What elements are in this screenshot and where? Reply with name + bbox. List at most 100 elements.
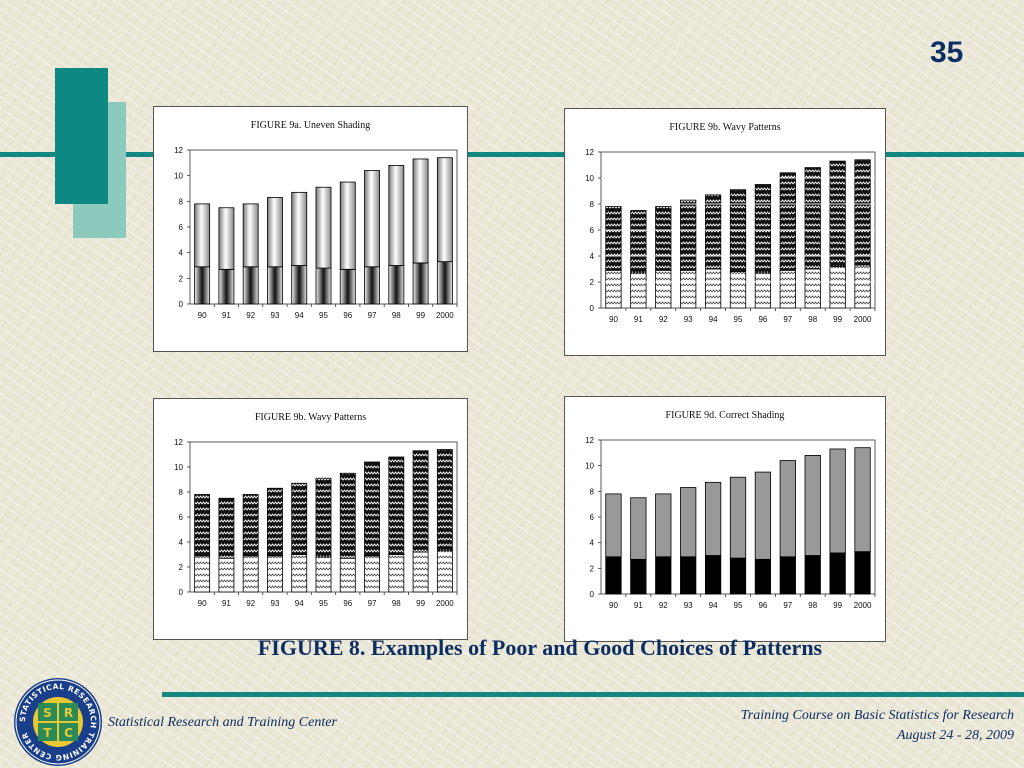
- bar-segment-base: [729, 557, 747, 595]
- bar-segment-base: [630, 558, 647, 595]
- chart-title: FIGURE 9b. Wavy Patterns: [669, 122, 780, 133]
- x-tick-label: 93: [271, 311, 280, 320]
- bar-segment-top: [364, 170, 380, 268]
- bar-segment-top: [194, 494, 211, 557]
- bar-segment-top: [779, 172, 796, 271]
- x-tick-label: 2000: [854, 315, 872, 324]
- bar-segment-top: [291, 191, 308, 266]
- bar-segment-top: [315, 186, 332, 269]
- x-tick-label: 95: [319, 311, 328, 320]
- course-title: Training Course on Basic Statistics for …: [740, 708, 1014, 723]
- x-tick-label: 92: [246, 311, 255, 320]
- chart-panel-9b-bottom: FIGURE 9b. Wavy Patterns 0 2 4 6 8 10 12 90 91 92 9…: [153, 398, 468, 640]
- bar-segment-top: [829, 448, 846, 554]
- bar-segment-base: [630, 272, 647, 309]
- bar-segment-top: [605, 493, 622, 558]
- bar-segment-base: [194, 266, 211, 305]
- bar-segment-base: [655, 556, 672, 595]
- y-tick-label: 12: [585, 436, 594, 445]
- x-tick-label: 93: [271, 599, 280, 608]
- bar-segment-base: [364, 555, 380, 593]
- chart-panel-9d: FIGURE 9d. Correct Shading 0 2 4 6 8 10 12 90 91 9…: [564, 396, 886, 642]
- bar-segment-base: [704, 555, 722, 595]
- y-tick-label: 6: [179, 513, 184, 522]
- bar-segment-base: [754, 272, 772, 309]
- bar-segment-top: [315, 477, 332, 558]
- y-tick-label: 6: [179, 223, 184, 232]
- x-tick-label: 95: [734, 601, 743, 610]
- bar-segment-top: [854, 159, 871, 266]
- srtc-logo-seal: STATISTICAL RESEARCH TRAINING CENTER S R…: [14, 678, 102, 766]
- bar-segment-top: [630, 210, 647, 274]
- logo-letter-r: R: [64, 706, 73, 720]
- y-tick-label: 8: [590, 487, 595, 496]
- chart-panel-9b-top: FIGURE 9b. Wavy Patterns 0 2 4 6 8 10 12 90 91 92 9…: [564, 108, 886, 356]
- bar-segment-top: [605, 206, 622, 271]
- x-tick-label: 98: [392, 311, 401, 320]
- y-tick-label: 2: [179, 274, 184, 283]
- slide-number: 35: [930, 36, 964, 69]
- bar-segment-top: [267, 487, 283, 557]
- x-tick-label: 93: [684, 315, 693, 324]
- y-tick-label: 0: [179, 588, 184, 597]
- bar-segment-top: [267, 197, 283, 268]
- bar-segment-top: [242, 494, 259, 557]
- x-tick-label: 93: [684, 601, 693, 610]
- bottom-accent-line: [162, 692, 1024, 697]
- bar-segment-top: [242, 203, 259, 268]
- bar-segment-base: [804, 268, 821, 309]
- bar-segment-base: [339, 268, 356, 305]
- bar-segment-top: [804, 167, 821, 270]
- bar-segment-top: [655, 493, 672, 558]
- bar-segment-base: [436, 261, 453, 305]
- accent-square-dark: [55, 68, 108, 204]
- y-tick-label: 0: [590, 304, 595, 313]
- y-tick-label: 4: [590, 539, 595, 548]
- x-tick-label: 97: [783, 315, 792, 324]
- y-tick-label: 10: [174, 172, 183, 181]
- x-tick-label: 98: [808, 601, 817, 610]
- bar-segment-base: [412, 262, 429, 305]
- y-tick-label: 12: [585, 148, 594, 157]
- y-tick-label: 0: [590, 590, 595, 599]
- bar-segment-top: [754, 471, 772, 560]
- organization-name: Statistical Research and Training Center: [108, 715, 337, 730]
- y-tick-label: 6: [590, 226, 595, 235]
- bar-segment-top: [412, 450, 429, 553]
- bar-segment-top: [804, 455, 821, 556]
- chart-svg-0: FIGURE 9a. Uneven Shading 0 2 4 6 8 10 12 90 91 92…: [174, 120, 458, 320]
- bar-segment-base: [267, 266, 283, 305]
- x-tick-label: 90: [609, 315, 618, 324]
- bar-segment-top: [704, 481, 722, 556]
- bar-segment-base: [291, 265, 308, 305]
- x-tick-label: 97: [783, 601, 792, 610]
- x-tick-label: 99: [833, 601, 842, 610]
- y-tick-label: 10: [585, 462, 594, 471]
- y-tick-label: 4: [590, 252, 595, 261]
- bar-segment-base: [315, 556, 332, 593]
- bar-segment-top: [364, 461, 380, 557]
- y-tick-label: 2: [590, 564, 595, 573]
- x-tick-label: 94: [709, 601, 718, 610]
- x-tick-label: 91: [222, 599, 231, 608]
- x-tick-label: 2000: [436, 599, 454, 608]
- bar-segment-top: [436, 157, 453, 263]
- bar-segment-base: [242, 555, 259, 593]
- x-tick-label: 95: [319, 599, 328, 608]
- x-tick-label: 97: [368, 599, 377, 608]
- bar-segment-top: [412, 158, 429, 264]
- x-tick-label: 91: [222, 311, 231, 320]
- x-tick-label: 91: [634, 315, 643, 324]
- chart-panel-9a: FIGURE 9a. Uneven Shading 0 2 4 6 8 10 12 90 91 92…: [153, 106, 468, 352]
- bar-segment-base: [436, 550, 453, 593]
- top-accent-line: [0, 152, 1024, 157]
- x-tick-label: 96: [758, 601, 767, 610]
- chart-svg-2: FIGURE 9b. Wavy Patterns 0 2 4 6 8 10 12 90 91 92 9…: [174, 412, 458, 608]
- x-tick-label: 96: [343, 311, 352, 320]
- bar-segment-base: [194, 555, 211, 593]
- bar-segment-base: [680, 269, 697, 309]
- bar-segment-base: [291, 554, 308, 593]
- x-tick-label: 98: [808, 315, 817, 324]
- x-tick-label: 95: [734, 315, 743, 324]
- y-tick-label: 4: [179, 249, 184, 258]
